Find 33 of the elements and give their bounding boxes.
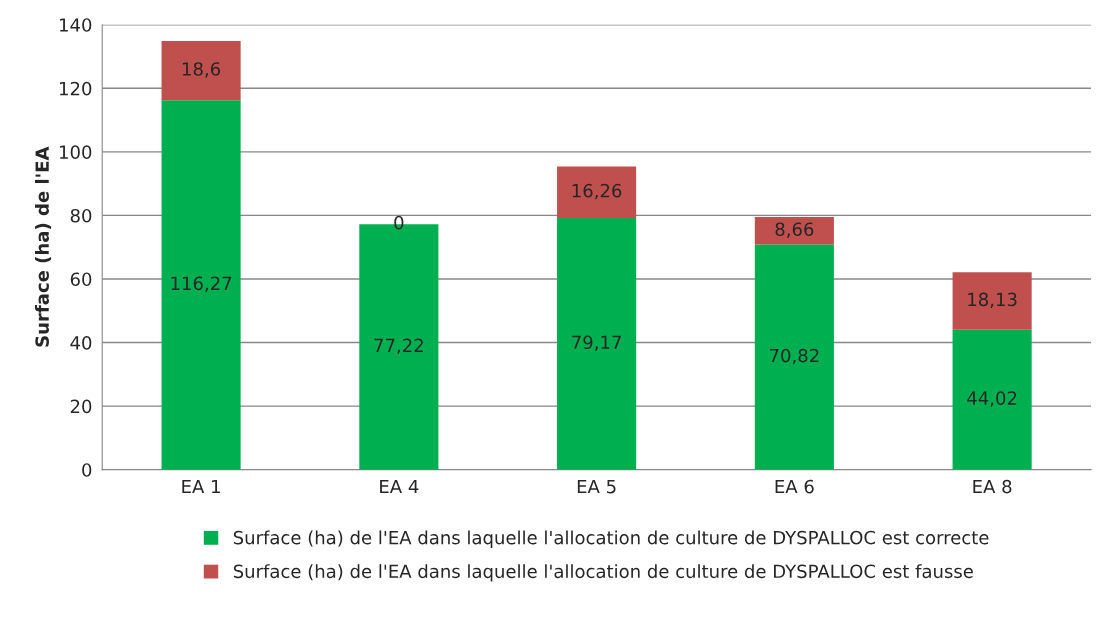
data-label: 18,13	[968, 292, 1017, 309]
data-label: 44,02	[967, 391, 1017, 407]
data-label: 16,26	[572, 183, 622, 200]
x-tick-label: EA 4	[380, 479, 419, 494]
y-tick-label: 20	[70, 399, 92, 414]
bar	[952, 272, 1032, 330]
bar	[161, 41, 241, 101]
bar	[952, 329, 1032, 470]
bar	[557, 218, 637, 470]
y-tick-label: 120	[60, 81, 92, 96]
data-label: 79,17	[572, 335, 621, 351]
y-tick-label: 140	[60, 18, 92, 32]
y-tick-label: 100	[60, 145, 92, 159]
data-label: 77,22	[374, 338, 423, 355]
data-label: 116,27	[171, 276, 232, 292]
legend-label: Surface (ha) de l'EA dans laquelle l'allocation de culture de DYSPALLOC est correcte	[233, 530, 989, 548]
bar	[161, 100, 241, 470]
x-tick-label: EA 6	[775, 479, 814, 494]
data-label: 8,66	[775, 222, 814, 238]
bar	[754, 244, 834, 470]
y-tick-label: 40	[70, 336, 92, 350]
x-tick-label: EA 5	[577, 479, 616, 494]
y-tick-label: 60	[70, 272, 92, 287]
bar	[754, 217, 834, 245]
x-tick-label: EA 8	[973, 479, 1012, 494]
y-tick-label: 80	[70, 208, 92, 223]
x-tick-label: EA 1	[182, 479, 220, 494]
y-axis-title: Surface (ha) de l'EA	[35, 146, 52, 347]
bar	[557, 166, 637, 219]
y-tick-label: 0	[82, 463, 92, 477]
data-label: 70,82	[770, 348, 819, 365]
data-label: 18,6	[182, 62, 221, 78]
legend-label: Surface (ha) de l'EA dans laquelle l'allocation de culture de DYSPALLOC est fausse	[233, 564, 973, 582]
